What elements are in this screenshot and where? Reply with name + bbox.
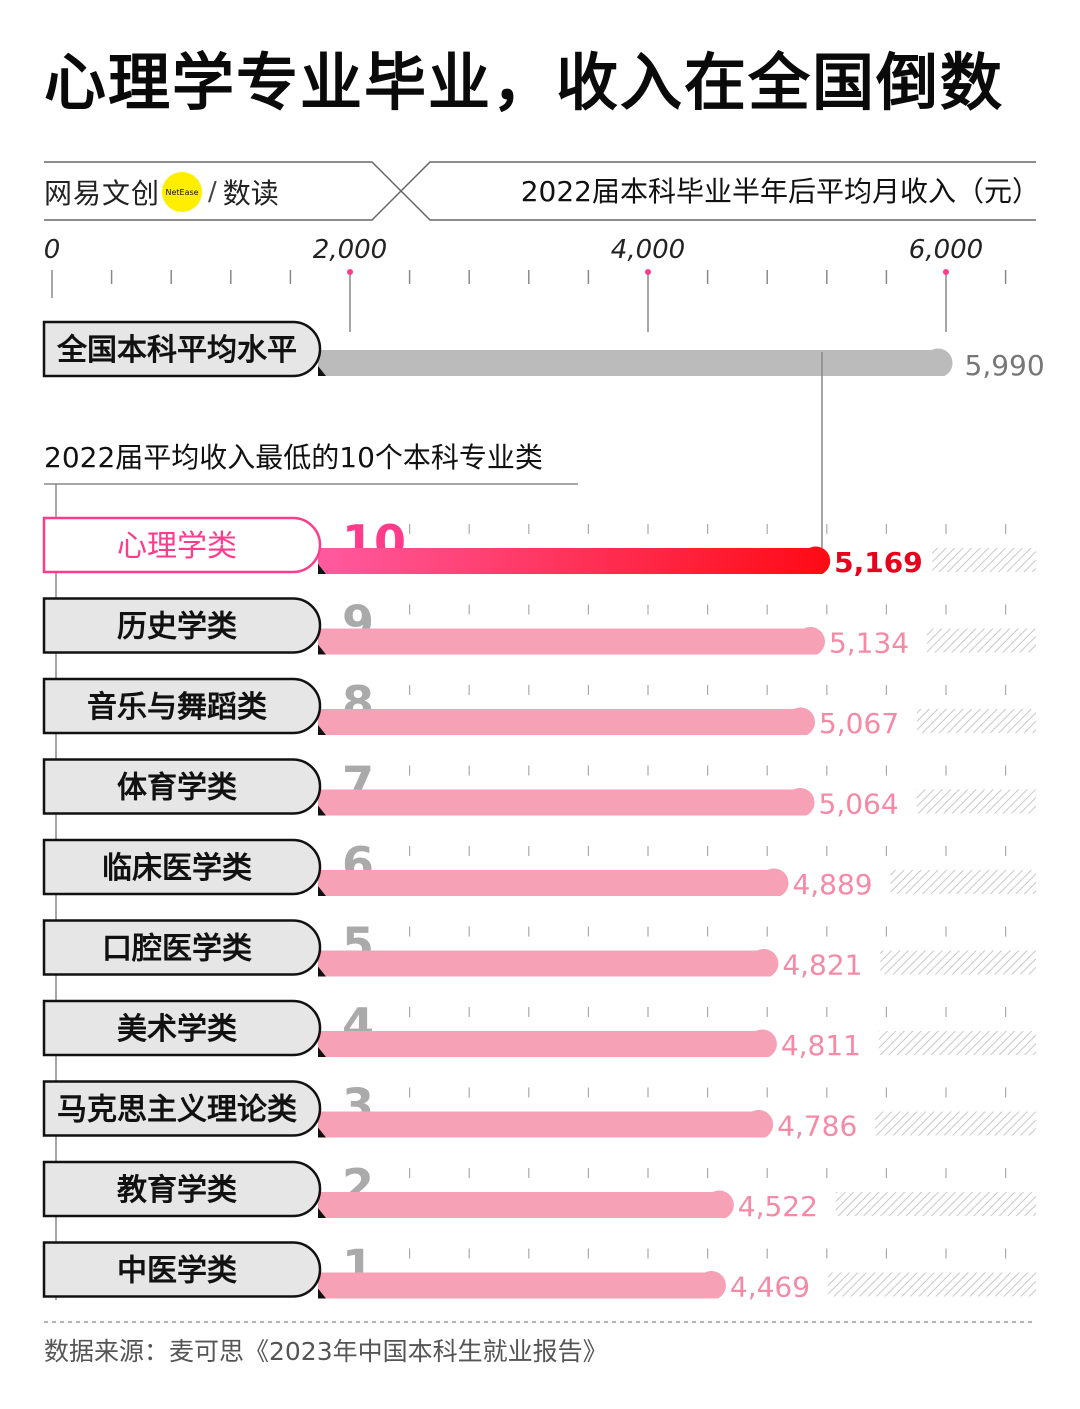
bar-notch [318,725,326,735]
bar [318,626,826,655]
bar-notch [318,966,326,977]
category-label: 中医学类 [117,1254,237,1289]
brand-name: 网易文创 [44,177,161,210]
average-row: 全国本科平均水平 5,990 [42,320,1045,382]
brand-sub: 数读 [222,177,279,210]
hatch-remainder [880,950,1036,975]
axis-tick-dot [645,269,651,275]
brand-logo-text: NetEase [165,187,199,197]
bar-notch [318,564,326,574]
brand: 网易文创 NetEase / 数读 [44,170,279,214]
value-label: 4,469 [730,1271,810,1304]
category-label: 历史学类 [117,610,237,645]
section-title: 2022届平均收入最低的10个本科专业类 [44,441,543,474]
category-pill [42,677,322,735]
hatch-remainder [835,1192,1036,1216]
value-label: 5,134 [829,627,909,660]
axis-label: 2022届本科毕业半年后平均月收入（元） [520,175,1040,208]
axis-tick-dot [943,269,949,275]
category-label: 马克思主义理论类 [57,1093,297,1128]
bar [318,707,816,735]
bar [318,1190,734,1218]
source-note: 数据来源：麦可思《2023年中国本科生就业报告》 [44,1337,608,1366]
hatch-remainder [875,1111,1036,1136]
category-label: 音乐与舞蹈类 [87,690,267,725]
brand-logo-icon: NetEase [162,172,203,212]
bar [318,868,789,896]
bar-notch [318,366,326,376]
average-value-label: 5,990 [965,349,1045,382]
category-pill [42,919,322,976]
category-label: 临床医学类 [102,851,252,886]
category-pill [42,320,322,378]
hatch-remainder [878,1031,1036,1055]
axis-tick-dot [347,269,353,275]
category-label: 教育学类 [117,1173,237,1208]
hatch-remainder [890,870,1036,894]
page-title: 心理学专业毕业，收入在全国倒数 [44,46,1005,119]
category-pill [42,1160,322,1218]
category-label: 体育学类 [117,771,237,806]
value-label: 5,064 [819,788,899,821]
bar [318,1029,777,1057]
category-label: 全国本科平均水平 [56,333,297,368]
category-pill [42,1080,322,1137]
category-label: 美术学类 [117,1012,237,1047]
category-pill [42,516,322,574]
bar [318,546,831,574]
value-label: 4,786 [777,1110,857,1143]
bar-notch [318,805,326,816]
bar-notch [318,644,326,655]
category-pill [42,999,322,1057]
category-pill [42,758,322,815]
value-label: 4,889 [792,868,872,901]
hatch-remainder [916,789,1036,814]
category-pill [42,838,322,896]
value-label: 4,811 [781,1029,861,1062]
bar-notch [318,1208,326,1218]
axis-tick-label: 2,000 [313,235,387,265]
hatch-remainder [932,548,1036,572]
header-frame [44,161,1036,221]
category-pill [42,597,322,654]
axis-tick-label: 4,000 [611,235,685,265]
axis-tick-label: 0 [44,235,61,265]
value-label: 5,067 [819,707,899,740]
x-axis: 0 2,000 4,000 6,000 [44,235,1007,332]
hatch-remainder [827,1272,1036,1297]
value-label: 5,169 [834,546,923,579]
bar [318,348,953,376]
bar-notch [318,1127,326,1138]
hatch-remainder [926,628,1036,653]
value-label: 4,522 [738,1190,818,1223]
bar [318,1109,774,1138]
bar-notch [318,886,326,896]
category-pill [42,1241,322,1298]
bar [318,1270,726,1299]
value-label: 4,821 [782,949,862,982]
axis-tick-label: 6,000 [909,235,983,265]
hatch-remainder [916,709,1036,733]
bar-notch [318,1288,326,1299]
brand-separator: / [208,177,217,207]
category-label: 口腔医学类 [102,932,252,967]
category-label: 心理学类 [117,529,237,564]
bar [318,787,815,816]
bar [318,948,779,977]
bar-notch [318,1047,326,1057]
